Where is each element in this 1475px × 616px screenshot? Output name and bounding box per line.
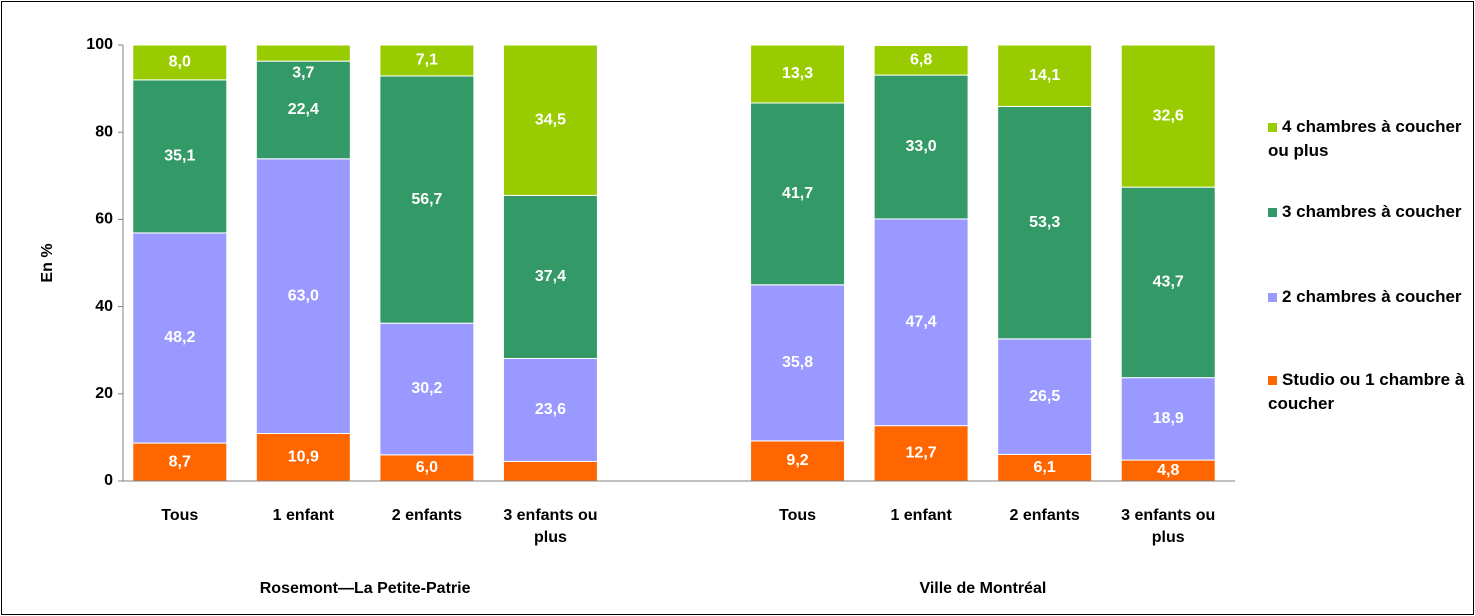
x-tick-label: Tous (161, 507, 199, 524)
y-tick-label: 40 (95, 298, 113, 315)
value-label: 47,4 (906, 314, 937, 331)
legend-item: 3 chambres à coucher (1268, 200, 1473, 224)
value-label: 10,9 (288, 448, 319, 465)
value-label: 4,5 (539, 484, 561, 501)
legend-item: 4 chambres à coucher ou plus (1268, 115, 1473, 163)
bar-segment (255, 158, 351, 434)
value-label: 33,0 (906, 138, 937, 155)
x-tick-label: 1 enfant (890, 507, 952, 524)
value-label: 35,8 (782, 354, 813, 371)
value-label: 6,1 (1034, 459, 1056, 476)
group-label: Rosemont—La Petite-Patrie (259, 580, 471, 597)
bar-segment (132, 44, 228, 81)
value-label: 6,8 (910, 51, 932, 68)
x-tick-label: 2 enfants (1009, 507, 1080, 524)
value-label: 4,8 (1157, 462, 1179, 479)
legend-swatch (1268, 123, 1277, 132)
legend-swatch (1268, 208, 1277, 217)
bar-segment (873, 218, 969, 427)
legend-label: 4 chambres à coucher ou plus (1268, 117, 1462, 160)
value-label: 41,7 (782, 185, 813, 202)
bar-segment (873, 74, 969, 220)
bar-segment (997, 44, 1093, 107)
y-tick-label: 0 (104, 472, 113, 489)
legend-label: Studio ou 1 chambre à coucher (1268, 370, 1465, 413)
value-label: 9,2 (786, 452, 808, 469)
value-label: 32,6 (1153, 107, 1184, 124)
value-label: 37,4 (535, 268, 566, 285)
legend-label: 3 chambres à coucher (1282, 202, 1462, 221)
value-label: 12,7 (906, 445, 937, 462)
bar-segment (379, 322, 475, 456)
y-axis-label: En % (39, 243, 56, 282)
x-tick-label: 2 enfants (391, 507, 462, 524)
legend-item: 2 chambres à coucher (1268, 285, 1473, 309)
value-label: 30,2 (411, 380, 442, 397)
bar-segment (502, 357, 598, 462)
bar-segment (750, 44, 846, 104)
bar-segment (750, 284, 846, 442)
value-label: 14,1 (1029, 67, 1060, 84)
y-tick-label: 20 (95, 385, 113, 402)
x-tick-label: 3 enfants ou plus (503, 507, 598, 546)
bar-segment (873, 425, 969, 482)
value-label: 63,0 (288, 287, 319, 304)
value-label: 3,7 (292, 64, 314, 81)
y-tick-label: 80 (95, 123, 113, 140)
bar-segment (750, 102, 846, 286)
legend-label: 2 chambres à coucher (1282, 287, 1462, 306)
value-label: 34,5 (535, 111, 566, 128)
value-label: 8,0 (169, 54, 191, 71)
bar-segment (502, 194, 598, 359)
bar-segment (997, 338, 1093, 455)
y-tick-label: 60 (95, 211, 113, 228)
legend-item: Studio ou 1 chambre à coucher (1268, 368, 1473, 416)
bar-segment (132, 79, 228, 234)
x-tick-label: 1 enfant (272, 507, 334, 524)
y-tick-label: 100 (86, 36, 113, 53)
value-label: 23,6 (535, 401, 566, 418)
bar-segment (132, 232, 228, 444)
value-label: 6,0 (416, 459, 438, 476)
value-label: 7,1 (416, 52, 438, 69)
bar-segment (502, 44, 598, 196)
value-label: 18,9 (1153, 410, 1184, 427)
bar-segment (379, 44, 475, 77)
value-label: 56,7 (411, 191, 442, 208)
bar-segment (255, 60, 351, 160)
bar-segment (997, 105, 1093, 340)
bar-segment (502, 460, 598, 482)
legend-swatch (1268, 376, 1277, 385)
value-label: 13,3 (782, 65, 813, 82)
value-label: 26,5 (1029, 388, 1060, 405)
bar-segment (873, 44, 969, 76)
x-tick-label: 3 enfants ou plus (1121, 507, 1216, 546)
value-label: 8,7 (169, 453, 191, 470)
value-label: 22,4 (288, 101, 319, 118)
group-label: Ville de Montréal (919, 580, 1047, 597)
bar-segment (255, 44, 351, 62)
bar-segment (1120, 377, 1216, 461)
x-tick-label: Tous (779, 507, 817, 524)
bar-segment (1120, 44, 1216, 188)
value-label: 48,2 (164, 329, 195, 346)
bar-segment (379, 75, 475, 324)
value-label: 43,7 (1153, 274, 1184, 291)
value-label: 53,3 (1029, 214, 1060, 231)
legend-swatch (1268, 293, 1277, 302)
value-label: 35,1 (164, 148, 195, 165)
